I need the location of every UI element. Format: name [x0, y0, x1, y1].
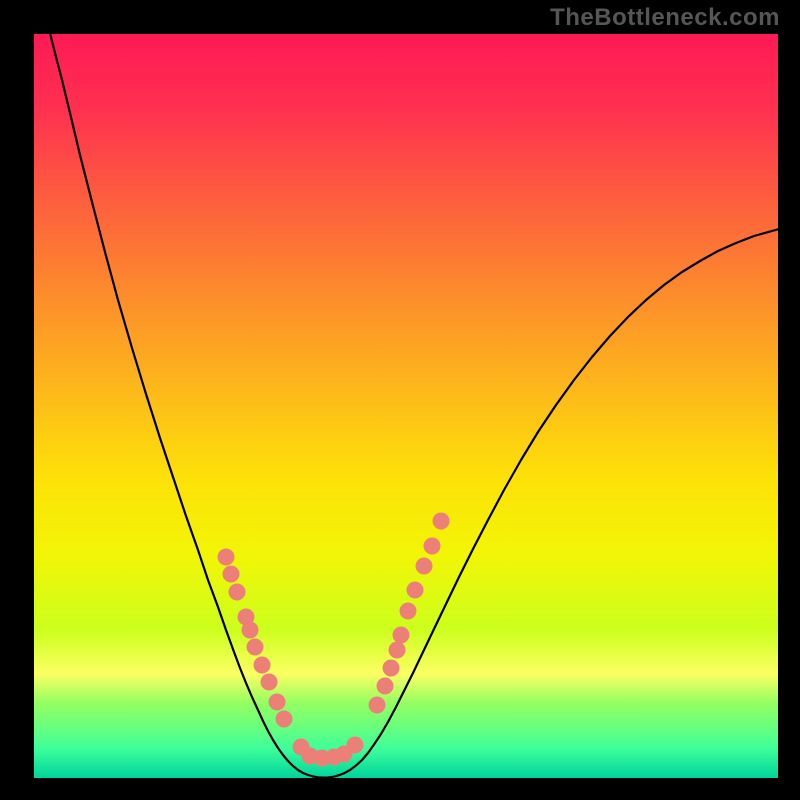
- data-dot: [247, 639, 264, 656]
- data-dot: [377, 678, 394, 695]
- chart-svg: [0, 0, 800, 800]
- data-dot: [424, 538, 441, 555]
- chart-container: TheBottleneck.com: [0, 0, 800, 800]
- data-dot: [369, 697, 386, 714]
- data-dot: [389, 642, 406, 659]
- data-dot: [261, 674, 278, 691]
- data-dot: [242, 622, 259, 639]
- data-dot: [400, 603, 417, 620]
- data-dot: [269, 694, 286, 711]
- data-dot: [218, 549, 235, 566]
- data-dot: [416, 558, 433, 575]
- data-dot: [407, 582, 424, 599]
- data-dot: [223, 566, 240, 583]
- data-dot: [347, 737, 364, 754]
- data-dot: [433, 513, 450, 530]
- data-dot: [229, 584, 246, 601]
- data-dot: [254, 657, 271, 674]
- data-dot: [383, 660, 400, 677]
- watermark: TheBottleneck.com: [550, 4, 780, 32]
- data-dot: [276, 711, 293, 728]
- plot-background: [34, 34, 778, 778]
- data-dot: [393, 627, 410, 644]
